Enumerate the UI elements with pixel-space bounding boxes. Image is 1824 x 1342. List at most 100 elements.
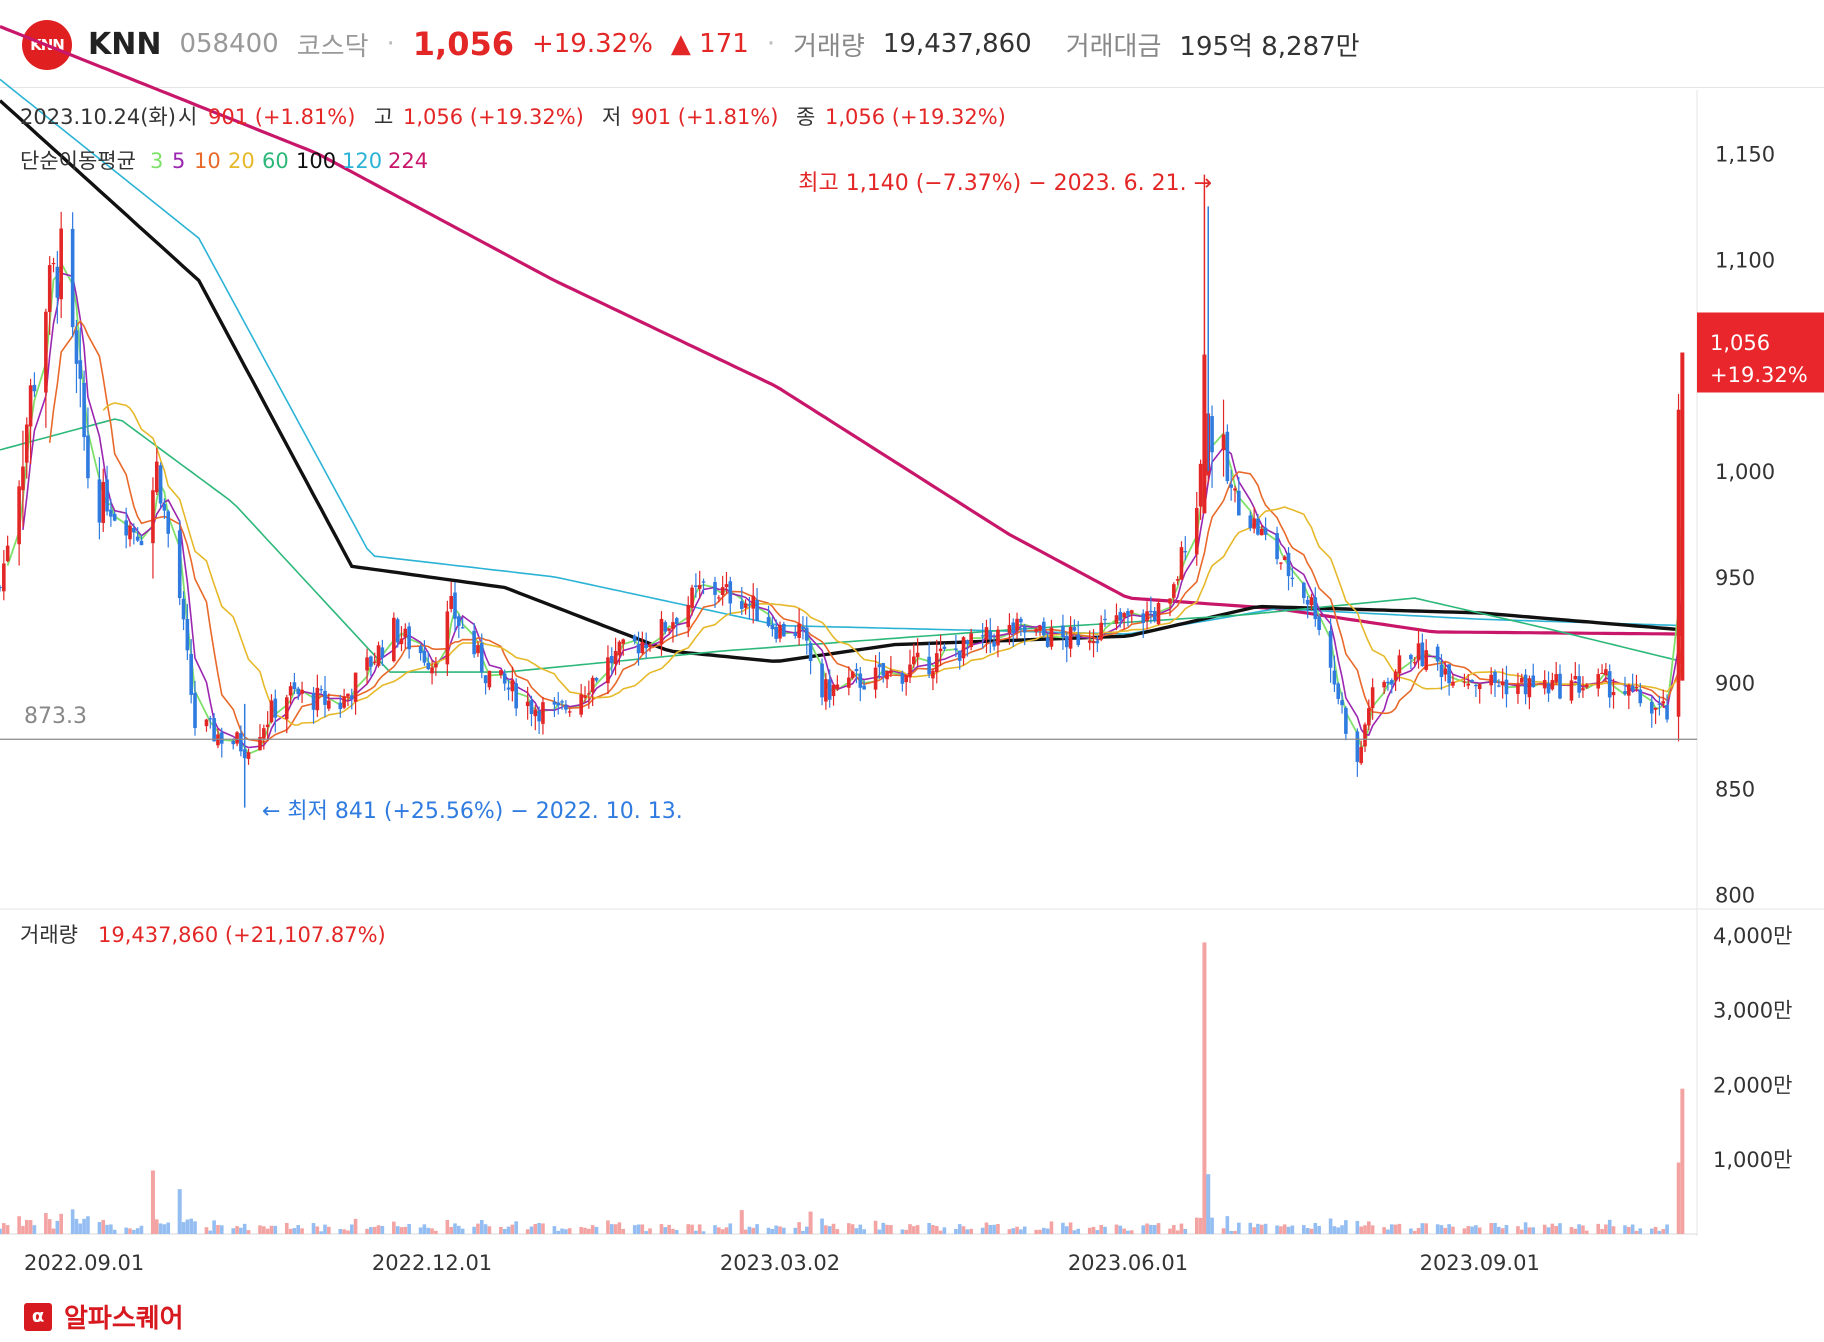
volume-bar (1600, 1228, 1604, 1234)
candle-body (177, 530, 182, 599)
volume-bar (873, 1220, 878, 1234)
candle-body (1676, 409, 1681, 717)
candle-body (86, 435, 90, 479)
volume-bar (667, 1224, 671, 1234)
brand-footer[interactable]: α 알파스퀘어 (24, 1298, 184, 1335)
volume-bar (862, 1229, 866, 1234)
candle-body (1516, 684, 1520, 694)
volume-bar (399, 1227, 404, 1234)
volume-bar (847, 1223, 851, 1234)
volume-bar (1263, 1223, 1268, 1234)
candle-body (552, 701, 557, 705)
volume-bar (969, 1228, 973, 1234)
ma-legend-item: 224 (388, 149, 428, 173)
candle-body (1221, 434, 1226, 451)
volume-label: 거래량 (793, 31, 865, 62)
candle-body (151, 490, 155, 544)
open-label: 시 (178, 105, 197, 129)
volume-bar (21, 1225, 25, 1234)
date-axis: 2022.09.01 2022.12.01 2023.03.02 2023.06.01… (24, 1251, 1540, 1275)
candle-body (101, 481, 106, 523)
volume-bar (109, 1224, 113, 1234)
candle-body (1313, 597, 1318, 620)
volume-bar (1225, 1216, 1230, 1234)
volume-bar (1229, 1231, 1233, 1234)
candle-body (613, 651, 618, 665)
volume-bar (720, 1229, 725, 1234)
candle-body (1022, 626, 1027, 633)
candle-body (579, 694, 583, 715)
stock-name[interactable]: KNN (88, 26, 162, 62)
candle-body (694, 585, 698, 587)
candle-body (1229, 484, 1233, 488)
candle-body (617, 641, 622, 656)
volume-bar (984, 1222, 989, 1234)
volume-bar (988, 1224, 993, 1234)
volume-bar (32, 1225, 37, 1234)
candle-body (1076, 634, 1081, 646)
volume-bar (82, 1218, 86, 1234)
volume-bar (1286, 1226, 1291, 1234)
candle-body (1290, 577, 1295, 580)
candle-body (724, 584, 729, 588)
candle-body (1550, 680, 1555, 690)
volume-bar (1653, 1226, 1658, 1234)
volume-bar (587, 1228, 591, 1234)
volume-bar (376, 1225, 381, 1234)
volume-bar (258, 1225, 262, 1234)
volume-bar (1064, 1226, 1069, 1234)
date-tick-label: 2023.09.01 (1420, 1251, 1540, 1275)
candle-body (1252, 518, 1256, 529)
candle-body (743, 603, 748, 608)
candle-body (499, 670, 503, 675)
candle-body (782, 624, 786, 637)
volume-bar (506, 1226, 511, 1234)
candle-body (942, 646, 947, 649)
volume-bar (24, 1219, 29, 1234)
volume-bar (1382, 1227, 1386, 1234)
volume-bar (1386, 1229, 1390, 1234)
candle-body (755, 599, 759, 621)
candle-body (1573, 676, 1578, 680)
candle-body (1279, 562, 1283, 564)
volume-bar (1416, 1227, 1421, 1234)
candle-body (74, 330, 79, 364)
price-tick-label: 950 (1715, 566, 1755, 590)
volume-bar (1581, 1225, 1585, 1234)
volume-bar (1099, 1225, 1103, 1234)
volume-bar (372, 1226, 377, 1234)
ma-line-120 (0, 78, 1683, 635)
volume-bar (690, 1224, 694, 1234)
candle-body (392, 617, 396, 662)
candle-body (139, 540, 144, 546)
volume-bar (1554, 1225, 1558, 1234)
candle-body (1064, 635, 1069, 648)
volume-bar (1336, 1227, 1341, 1234)
candle-body (449, 596, 453, 609)
volume-axis: 1,000만 2,000만 3,000만 4,000만 (1713, 924, 1792, 1172)
volume-bar (912, 1226, 916, 1234)
candle-body (124, 520, 128, 536)
volume-bar (1661, 1228, 1666, 1234)
candle-body (1198, 463, 1203, 507)
volume-bar (835, 1229, 840, 1234)
candle-body (1225, 431, 1230, 482)
candle-body (1386, 681, 1390, 684)
ma-legend-item: 5 (172, 149, 185, 173)
volume-bar (1038, 1229, 1042, 1234)
reference-line-label: 873.3 (24, 704, 87, 729)
candle-body (55, 266, 60, 298)
volume-bar (323, 1224, 327, 1234)
candle-body (284, 697, 289, 720)
volume-bar (1630, 1224, 1635, 1234)
volume-bar (613, 1224, 618, 1234)
volume-bar (1542, 1224, 1547, 1234)
candle-body (212, 718, 216, 742)
candle-body (556, 702, 561, 706)
candle-body (506, 687, 511, 690)
volume-bar (319, 1231, 323, 1234)
candle-body (158, 465, 163, 504)
volume-bar (28, 1220, 33, 1234)
candle-body (78, 360, 83, 379)
